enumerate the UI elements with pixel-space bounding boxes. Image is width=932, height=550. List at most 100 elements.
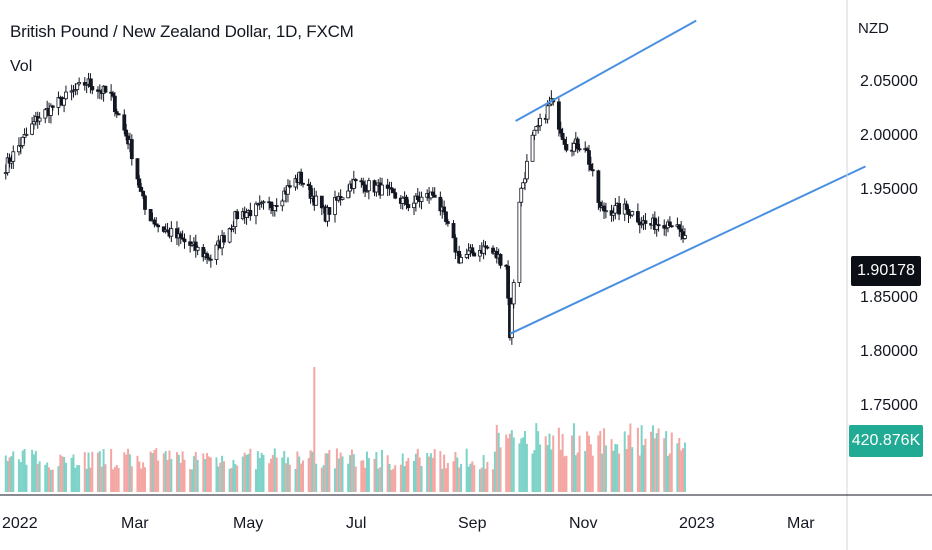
- volume-bar: [460, 463, 463, 492]
- volume-bar: [110, 448, 113, 492]
- volume-bar: [149, 451, 152, 492]
- volume-bar: [294, 468, 297, 492]
- candle-body: [43, 109, 48, 119]
- volume-bar: [254, 469, 257, 492]
- candle-body: [103, 85, 108, 93]
- candle-body: [314, 195, 319, 206]
- candle-body: [169, 228, 174, 237]
- candle-body: [562, 139, 567, 145]
- candle-body: [412, 202, 416, 209]
- volume-bar: [243, 452, 246, 492]
- candle-body: [498, 254, 503, 266]
- volume-bar: [89, 467, 92, 492]
- volume-bar: [309, 450, 312, 492]
- candle-body: [532, 129, 537, 136]
- time-tick-label: Mar: [121, 515, 149, 532]
- volume-bar: [100, 466, 103, 492]
- volume-bar: [522, 437, 525, 492]
- volume-bar: [78, 465, 81, 492]
- volume-bar: [19, 462, 22, 492]
- volume-bar: [268, 463, 271, 492]
- volume-bar: [256, 451, 259, 492]
- volume-bar: [38, 461, 41, 492]
- volume-bar: [32, 454, 35, 492]
- volume-bar: [354, 466, 357, 492]
- volume-bar: [206, 453, 209, 492]
- price-tick-label: 1.75000: [860, 397, 918, 414]
- candle-body: [64, 91, 68, 100]
- volume-bar: [604, 445, 607, 492]
- volume-bar: [480, 467, 483, 492]
- volume-bar: [286, 457, 289, 492]
- volume-bar: [618, 453, 621, 492]
- volume-bar: [469, 463, 472, 492]
- volume-bar: [117, 467, 120, 492]
- trendlines[interactable]: [509, 19, 866, 335]
- volume-bar: [623, 431, 626, 492]
- volume-bar: [51, 469, 54, 492]
- volume-bar: [657, 428, 660, 492]
- volume-bar: [349, 455, 352, 492]
- candle-body: [135, 158, 140, 180]
- time-axis[interactable]: 2022 Mar May Jul Sep Nov 2023 Mar: [2, 515, 815, 532]
- volume-bar: [219, 462, 222, 492]
- volume-bar: [486, 461, 489, 492]
- candle-body: [90, 86, 95, 91]
- price-tick-label: 1.95000: [860, 181, 918, 198]
- candle-body: [366, 180, 371, 192]
- volume-bar: [175, 452, 178, 492]
- volume-bar: [262, 454, 265, 492]
- volume-bar: [87, 452, 90, 492]
- candle-body: [404, 196, 409, 205]
- candle-body: [617, 203, 621, 215]
- volume-bar: [625, 449, 628, 492]
- candle-body: [56, 97, 61, 108]
- candle-body: [415, 195, 420, 200]
- price-tick-label: 1.80000: [860, 343, 918, 360]
- volume-bar: [587, 435, 590, 492]
- volume-bar: [128, 454, 131, 492]
- volume-bar: [151, 453, 154, 492]
- volume-bar: [271, 455, 274, 492]
- volume-bar: [83, 452, 86, 492]
- volume-bar: [401, 453, 404, 492]
- candle-body: [472, 252, 477, 257]
- volume-bar: [337, 458, 340, 492]
- volume-bar: [96, 452, 99, 492]
- volume-bar: [177, 454, 180, 492]
- volume-bar: [670, 432, 673, 492]
- volume-bar: [228, 468, 231, 492]
- candle-body: [575, 138, 580, 150]
- volume-indicator-label[interactable]: Vol: [10, 58, 33, 75]
- price-axis[interactable]: 2.05000 2.00000 1.95000 1.85000 1.80000 1.750…: [860, 73, 918, 414]
- volume-bar: [76, 465, 79, 492]
- candle-body: [37, 117, 42, 122]
- volume-bar: [350, 449, 353, 492]
- volume-bar: [576, 452, 579, 492]
- volume-bar: [365, 451, 368, 492]
- volume-bar: [8, 457, 11, 492]
- volume-bar: [682, 448, 685, 492]
- candle-body: [122, 114, 127, 131]
- candle-body: [143, 195, 147, 210]
- volume-bar: [612, 450, 615, 492]
- volume-bar: [157, 460, 160, 492]
- volume-bar: [443, 454, 446, 492]
- volume-bar: [512, 437, 515, 492]
- volume-bar: [123, 452, 126, 492]
- volume-bar: [518, 443, 521, 492]
- volume-bar: [429, 453, 432, 492]
- volume-bar: [335, 448, 338, 492]
- volume-bar: [70, 457, 73, 492]
- volume-bar: [495, 424, 498, 492]
- volume-bar: [601, 453, 604, 492]
- candle-body: [656, 224, 661, 227]
- volume-bar: [505, 434, 508, 492]
- volume-bar: [241, 456, 244, 492]
- volume-bar: [636, 427, 639, 492]
- volume-bar: [638, 455, 641, 492]
- candle-body: [235, 211, 240, 220]
- candle-body: [129, 139, 134, 160]
- volume-bar: [676, 443, 679, 492]
